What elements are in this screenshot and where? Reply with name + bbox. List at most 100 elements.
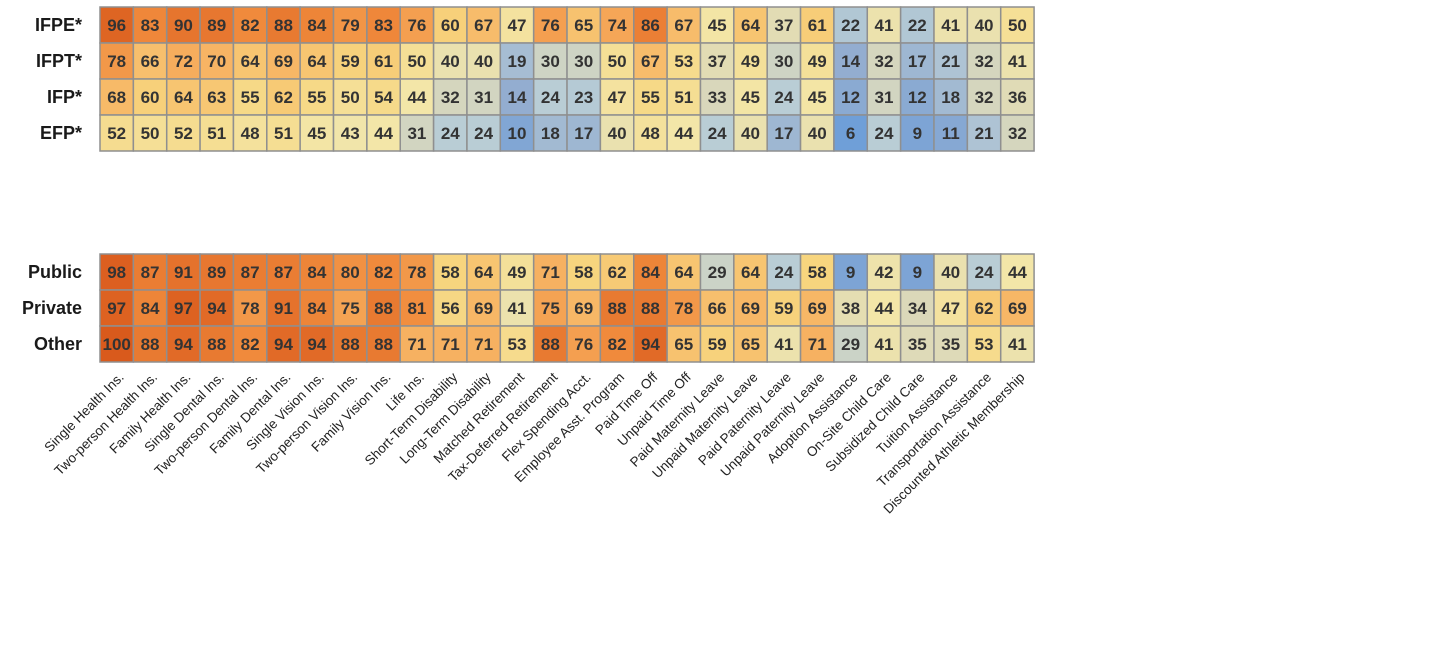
cell-value: 24 — [708, 124, 727, 143]
heatmap-cell — [866, 114, 902, 152]
heatmap-cell — [165, 78, 201, 116]
cell-value: 50 — [141, 124, 160, 143]
cell-value: 49 — [808, 52, 827, 71]
cell-value: 40 — [808, 124, 827, 143]
row-label: IFP* — [47, 87, 82, 107]
cell-value: 88 — [141, 335, 160, 354]
heatmap-cell — [733, 6, 768, 44]
row-label: Other — [34, 334, 82, 354]
cell-value: 90 — [174, 16, 193, 35]
heatmap-cell — [666, 325, 702, 363]
heatmap-cell — [466, 114, 502, 152]
cell-value: 68 — [107, 88, 126, 107]
cell-value: 71 — [541, 263, 560, 282]
heatmap-cell — [366, 325, 401, 363]
heatmap-cell — [466, 78, 502, 116]
cell-value: 69 — [574, 299, 593, 318]
cell-value: 42 — [874, 263, 893, 282]
row-label: EFP* — [40, 123, 82, 143]
cell-value: 44 — [1008, 263, 1027, 282]
cell-value: 58 — [808, 263, 827, 282]
heatmap-cell — [699, 325, 735, 363]
heatmap-cell — [566, 114, 602, 152]
cell-value: 45 — [808, 88, 827, 107]
cell-value: 10 — [508, 124, 527, 143]
cell-value: 50 — [341, 88, 360, 107]
heatmap-cell — [232, 78, 268, 116]
cell-value: 55 — [307, 88, 326, 107]
heatmap-cell — [532, 253, 568, 291]
cell-value: 41 — [941, 16, 960, 35]
heatmap-cell — [833, 6, 869, 44]
heatmap-cell — [799, 42, 835, 80]
heatmap-cell — [999, 289, 1035, 327]
cell-value: 23 — [574, 88, 593, 107]
cell-value: 32 — [1008, 124, 1027, 143]
cell-value: 35 — [941, 335, 960, 354]
cell-value: 55 — [241, 88, 260, 107]
cell-value: 82 — [608, 335, 627, 354]
heatmap-panel-bottom: Public 98 87 91 89 87 87 84 80 82 78 58 64 49 71 58 62 84… — [22, 253, 1035, 363]
heatmap-cell — [199, 253, 235, 291]
heatmap-cell — [132, 289, 168, 327]
cell-value: 12 — [841, 88, 860, 107]
heatmap-cell — [599, 6, 635, 44]
cell-value: 97 — [107, 299, 126, 318]
cell-value: 67 — [474, 16, 493, 35]
cell-value: 75 — [341, 299, 360, 318]
cell-value: 24 — [774, 88, 793, 107]
cell-value: 67 — [674, 16, 693, 35]
cell-value: 88 — [374, 299, 393, 318]
cell-value: 55 — [641, 88, 660, 107]
cell-value: 58 — [574, 263, 593, 282]
cell-value: 94 — [641, 335, 660, 354]
heatmap-cell — [799, 6, 835, 44]
cell-value: 76 — [541, 16, 560, 35]
cell-value: 76 — [407, 16, 426, 35]
heatmap-cell — [833, 42, 869, 80]
cell-value: 87 — [241, 263, 260, 282]
cell-value: 50 — [407, 52, 426, 71]
cell-value: 66 — [141, 52, 160, 71]
cell-value: 49 — [508, 263, 527, 282]
heatmap-cell — [332, 289, 368, 327]
heatmap-cell — [399, 78, 435, 116]
cell-value: 53 — [975, 335, 994, 354]
cell-value: 78 — [407, 263, 426, 282]
cell-value: 24 — [975, 263, 994, 282]
cell-value: 9 — [913, 124, 922, 143]
cell-value: 54 — [374, 88, 393, 107]
cell-value: 56 — [441, 299, 460, 318]
heatmap-cell — [499, 325, 535, 363]
column-labels: Single Health Ins.Two-person Health Ins.… — [41, 369, 1027, 516]
cell-value: 76 — [574, 335, 593, 354]
cell-value: 66 — [708, 299, 727, 318]
cell-value: 50 — [608, 52, 627, 71]
cell-value: 71 — [474, 335, 493, 354]
cell-value: 52 — [174, 124, 193, 143]
cell-value: 84 — [141, 299, 160, 318]
cell-value: 36 — [1008, 88, 1027, 107]
heatmap-cell — [999, 78, 1035, 116]
cell-value: 9 — [846, 263, 855, 282]
row-label: Public — [28, 262, 82, 282]
heatmap-cell — [499, 78, 535, 116]
cell-value: 69 — [741, 299, 760, 318]
cell-value: 63 — [207, 88, 226, 107]
cell-value: 82 — [241, 335, 260, 354]
cell-value: 41 — [1008, 52, 1027, 71]
heatmap-cell — [266, 6, 301, 44]
cell-value: 80 — [341, 263, 360, 282]
heatmap-cell — [666, 42, 702, 80]
cell-value: 44 — [674, 124, 693, 143]
cell-value: 61 — [808, 16, 827, 35]
heatmap-cell — [733, 42, 768, 80]
cell-value: 21 — [975, 124, 994, 143]
cell-value: 31 — [407, 124, 426, 143]
heatmap-cell — [99, 42, 135, 80]
cell-value: 88 — [374, 335, 393, 354]
cell-value: 84 — [307, 263, 326, 282]
heatmap-cell — [633, 78, 668, 116]
heatmap-cell — [833, 114, 869, 152]
